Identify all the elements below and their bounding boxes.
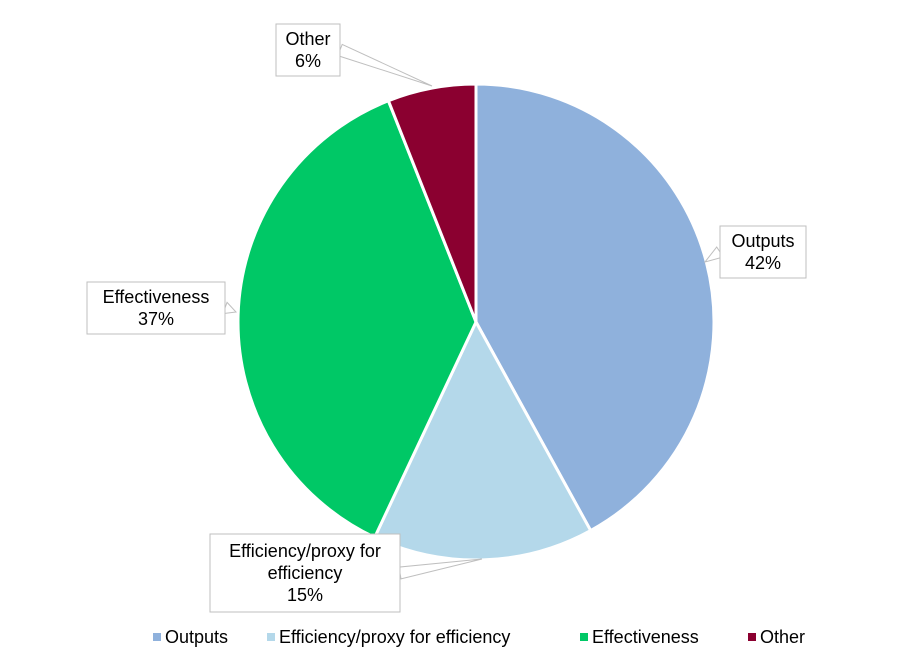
slices-layer (236, 82, 716, 562)
pie-slice-outputs (474, 82, 716, 533)
callout-outputs: Outputs 42% (719, 225, 807, 279)
pie-slice-other (386, 82, 478, 324)
callout-box (209, 533, 401, 613)
legend-label-efficiency-proxy-for-efficiency: Efficiency/proxy for efficiency (279, 627, 510, 647)
callout-box (719, 225, 807, 279)
legend-item-effectiveness: Effectiveness (580, 627, 699, 647)
callout-other: Other 6% (275, 23, 341, 77)
callout-box (86, 281, 226, 335)
legend-swatch-outputs (153, 633, 161, 641)
legend-label-effectiveness: Effectiveness (592, 627, 699, 647)
legend-item-outputs: Outputs (153, 627, 228, 647)
legend-item-efficiency-proxy-for-efficiency: Efficiency/proxy for efficiency (267, 627, 510, 647)
legend-item-other: Other (748, 627, 805, 647)
legend-swatch-efficiency-proxy-for-efficiency (267, 633, 275, 641)
legend-label-outputs: Outputs (165, 627, 228, 647)
callouts-layer: Outputs 42% Efficiency/proxy for efficiency… (86, 23, 807, 613)
legend: Outputs Efficiency/proxy for efficiency Ef… (153, 627, 805, 647)
pie-slice-effectiveness (236, 99, 478, 539)
data-label-other: Other 6% (285, 29, 330, 71)
callout-box (275, 23, 341, 77)
data-label-effectiveness: Effectiveness 37% (103, 287, 210, 329)
legend-swatch-effectiveness (580, 633, 588, 641)
leader-line-other (337, 43, 433, 87)
legend-swatch-other (748, 633, 756, 641)
callout-effectiveness: Effectiveness 37% (86, 281, 226, 335)
callout-efficiency-proxy-for-efficiency: Efficiency/proxy for efficiency 15% (209, 533, 401, 613)
data-label-efficiency-proxy-for-efficiency: Efficiency/proxy for efficiency 15% (229, 541, 381, 605)
leader-line-efficiency-proxy-for-efficiency (398, 558, 483, 580)
legend-label-other: Other (760, 627, 805, 647)
data-label-outputs: Outputs 42% (731, 231, 794, 273)
